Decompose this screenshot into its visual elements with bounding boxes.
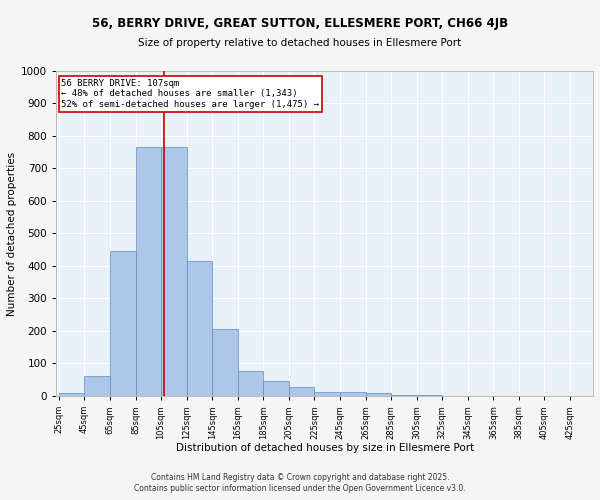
Bar [161, 148, 187, 396]
Text: 56 BERRY DRIVE: 107sqm
← 48% of detached houses are smaller (1,343)
52% of semi-: 56 BERRY DRIVE: 107sqm ← 48% of detached… [61, 79, 319, 109]
Bar [110, 252, 136, 396]
Bar [365, 394, 391, 396]
Bar [263, 382, 289, 396]
Bar [85, 376, 110, 396]
Bar [59, 394, 85, 396]
Bar [238, 370, 263, 396]
Bar [289, 387, 314, 396]
Text: Contains public sector information licensed under the Open Government Licence v3: Contains public sector information licen… [134, 484, 466, 493]
Bar [187, 261, 212, 396]
Text: 56, BERRY DRIVE, GREAT SUTTON, ELLESMERE PORT, CH66 4JB: 56, BERRY DRIVE, GREAT SUTTON, ELLESMERE… [92, 18, 508, 30]
Bar [136, 148, 161, 396]
Bar [314, 392, 340, 396]
Y-axis label: Number of detached properties: Number of detached properties [7, 152, 17, 316]
Bar [340, 392, 365, 396]
Text: Contains HM Land Registry data © Crown copyright and database right 2025.: Contains HM Land Registry data © Crown c… [151, 472, 449, 482]
Bar [212, 330, 238, 396]
Bar [391, 395, 416, 396]
Text: Size of property relative to detached houses in Ellesmere Port: Size of property relative to detached ho… [139, 38, 461, 48]
X-axis label: Distribution of detached houses by size in Ellesmere Port: Distribution of detached houses by size … [176, 443, 474, 453]
